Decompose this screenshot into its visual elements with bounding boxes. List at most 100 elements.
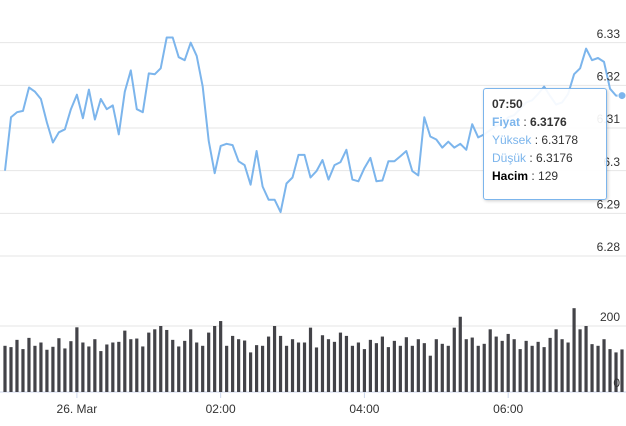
- volume-bar: [243, 340, 247, 392]
- tooltip-time: 07:50: [492, 97, 523, 111]
- volume-bar: [578, 329, 582, 392]
- volume-bar: [308, 327, 313, 392]
- volume-bar: [51, 346, 55, 392]
- volume-bar: [494, 336, 498, 392]
- volume-bar: [254, 345, 259, 392]
- tooltip-value: 129: [538, 169, 559, 183]
- volume-bar: [81, 342, 85, 392]
- volume-bar: [326, 339, 331, 392]
- volume-bar: [302, 342, 307, 392]
- volume-bar: [278, 335, 283, 392]
- volume-bar: [476, 345, 480, 392]
- volume-bar: [506, 333, 510, 392]
- volume-bar: [177, 346, 181, 392]
- volume-bar: [350, 345, 355, 392]
- volume-bar: [225, 345, 229, 392]
- volume-bar: [135, 338, 139, 392]
- volume-bar: [464, 339, 468, 392]
- tooltip-label: Düşük: [492, 151, 527, 165]
- volume-bar: [590, 344, 594, 392]
- volume-bar: [440, 343, 444, 392]
- volume-bar: [105, 344, 109, 392]
- tooltip-label: Hacim: [492, 169, 529, 183]
- volume-bar: [410, 345, 414, 392]
- y-tick-label: 6.32: [597, 70, 621, 84]
- volume-bar: [219, 321, 223, 392]
- volume-bar: [584, 326, 588, 392]
- grid-layer: [0, 42, 626, 398]
- volume-bar: [117, 341, 121, 392]
- volume-bar: [27, 337, 31, 392]
- volume-bar: [183, 340, 187, 392]
- x-tick-label: 26. Mar: [57, 402, 98, 416]
- volume-bar: [500, 340, 504, 392]
- volume-bar: [566, 342, 570, 392]
- volume-bar: [99, 351, 103, 392]
- tooltip-value: 6.3176: [530, 115, 567, 129]
- volume-bar: [75, 327, 79, 392]
- volume-bar: [620, 349, 624, 392]
- volume-bar: [284, 345, 289, 392]
- volume-bar: [572, 308, 576, 392]
- volume-bar: [392, 340, 396, 392]
- tooltip-row: Yüksek : 6.3178: [492, 131, 606, 149]
- volume-bar: [614, 352, 618, 392]
- volume-bar: [260, 345, 265, 392]
- volume-bar: [548, 337, 552, 392]
- volume-bar: [57, 338, 61, 392]
- volume-bar: [266, 336, 271, 392]
- volume-bar: [165, 329, 169, 392]
- volume-bar: [488, 329, 492, 392]
- volume-bar: [602, 339, 606, 392]
- volume-bar: [380, 336, 384, 392]
- volume-bar: [237, 339, 241, 392]
- tooltip-value: 6.3176: [536, 151, 573, 165]
- volume-bar: [554, 329, 558, 392]
- y-tick-label: 6.28: [597, 240, 621, 254]
- volume-bar: [332, 341, 337, 392]
- volume-bar: [314, 347, 319, 392]
- volume-bar: [290, 339, 295, 392]
- volume-bar: [45, 349, 49, 392]
- volume-bar: [374, 343, 378, 392]
- volume-bar: [93, 339, 97, 392]
- volume-bar: [171, 339, 175, 392]
- volume-bar: [201, 345, 205, 392]
- hover-marker: [617, 91, 626, 101]
- volume-bar: [33, 345, 37, 392]
- volume-bar: [512, 339, 516, 392]
- y-tick-label: 6.3: [603, 155, 620, 169]
- x-tick-label: 06:00: [493, 402, 523, 416]
- tooltip-row: Hacim : 129: [492, 167, 606, 185]
- volume-bar: [386, 347, 390, 392]
- separator: :: [528, 169, 539, 183]
- separator: :: [526, 151, 537, 165]
- tooltip-row: Fiyat : 6.3176: [492, 113, 606, 131]
- volume-bar: [452, 327, 456, 392]
- volume-bar: [87, 346, 91, 392]
- volume-bar: [434, 339, 438, 392]
- volume-bar: [320, 335, 325, 392]
- volume-bar: [189, 329, 193, 392]
- x-tick-label: 04:00: [349, 402, 379, 416]
- tooltip-row: Düşük : 6.3176: [492, 149, 606, 167]
- volume-bar: [63, 348, 67, 392]
- volume-bar: [272, 326, 277, 392]
- volume-bar: [21, 349, 25, 392]
- volume-bar: [362, 349, 367, 392]
- volume-bar: [159, 326, 163, 392]
- volume-bar: [153, 329, 157, 392]
- volume-bar: [518, 349, 522, 392]
- volume-bar: [368, 339, 373, 392]
- tooltip-value: 6.3178: [541, 133, 579, 147]
- volume-bar: [141, 346, 145, 392]
- volume-bar: [111, 342, 115, 392]
- volume-bar: [542, 347, 546, 392]
- volume-bar: [524, 340, 528, 392]
- volume-bar: [428, 355, 432, 392]
- volume-bar: [446, 345, 450, 392]
- volume-bar: [560, 339, 564, 392]
